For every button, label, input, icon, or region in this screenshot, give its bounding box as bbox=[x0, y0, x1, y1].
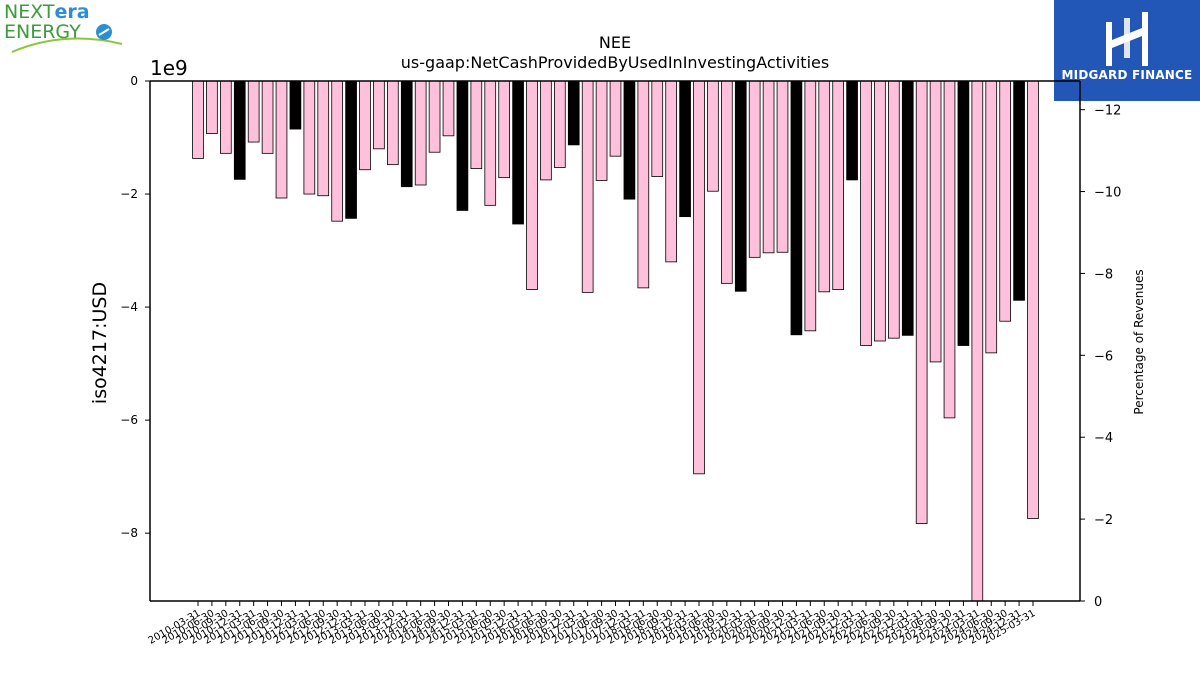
bar bbox=[874, 80, 886, 342]
bar bbox=[734, 80, 747, 292]
bar bbox=[693, 80, 705, 475]
bars-group bbox=[192, 80, 1039, 602]
y-tick-label: −8 bbox=[120, 526, 138, 540]
bar bbox=[373, 80, 385, 150]
bar bbox=[540, 80, 552, 181]
bar bbox=[888, 80, 900, 339]
bar bbox=[623, 80, 636, 200]
y2-tick-label: −4 bbox=[1094, 431, 1113, 446]
bar bbox=[581, 80, 594, 293]
y2-tick-label: −2 bbox=[1094, 513, 1113, 528]
logo-swoosh-icon bbox=[11, 24, 123, 53]
midgard-finance-logo: MIDGARD FINANCE bbox=[1054, 0, 1200, 101]
y-tick-label: −4 bbox=[120, 300, 138, 314]
bar bbox=[359, 80, 371, 171]
y2-tick-label: −10 bbox=[1094, 186, 1121, 201]
bar bbox=[289, 80, 302, 130]
chart-subtitle: us-gaap:NetCashProvidedByUsedInInvesting… bbox=[401, 53, 829, 72]
bar bbox=[999, 80, 1011, 322]
axes-group: 0−2−4−6−8−12−10−8−6−4−202010-03-312010-0… bbox=[120, 74, 1121, 647]
bar bbox=[748, 80, 761, 258]
y2-tick-label: −12 bbox=[1094, 104, 1121, 119]
bar bbox=[400, 80, 413, 188]
y-axis-label: iso4217:USD bbox=[89, 282, 111, 404]
y-tick-label: 0 bbox=[130, 74, 138, 88]
bar bbox=[414, 80, 427, 186]
y-tick-label: −6 bbox=[120, 413, 138, 427]
y-offset-text: 1e9 bbox=[150, 56, 188, 80]
bar bbox=[526, 80, 538, 290]
bar bbox=[651, 80, 664, 177]
y2-tick-label: −6 bbox=[1094, 349, 1113, 364]
bar bbox=[428, 80, 441, 153]
y2-tick-label: 0 bbox=[1094, 595, 1102, 610]
chart-title: NEE bbox=[599, 33, 631, 52]
bar bbox=[985, 80, 998, 354]
bar bbox=[860, 80, 872, 346]
bar bbox=[484, 80, 497, 206]
logo-part-next: NEXT bbox=[4, 1, 55, 23]
bar bbox=[846, 80, 858, 181]
bar bbox=[247, 80, 260, 143]
bar bbox=[1013, 80, 1025, 301]
y2-axis-label: Percentage of Revenues bbox=[1132, 269, 1146, 414]
bar bbox=[818, 80, 831, 293]
bar bbox=[470, 80, 483, 170]
bar bbox=[804, 80, 817, 332]
logo-line-2: ENERGY bbox=[4, 21, 81, 43]
bar bbox=[567, 80, 580, 146]
bar bbox=[679, 80, 691, 218]
bar bbox=[206, 80, 218, 134]
bar bbox=[317, 80, 330, 197]
bar bbox=[901, 80, 914, 336]
bar bbox=[345, 80, 357, 219]
bar bbox=[957, 80, 970, 346]
bar bbox=[456, 80, 469, 211]
bar bbox=[261, 80, 274, 154]
bar bbox=[595, 80, 608, 181]
bar bbox=[721, 80, 733, 284]
bar bbox=[637, 80, 650, 289]
bar bbox=[303, 80, 316, 195]
bar bbox=[498, 80, 510, 179]
bar bbox=[762, 80, 775, 254]
bar bbox=[387, 80, 399, 166]
bar bbox=[331, 80, 343, 222]
bar bbox=[512, 80, 524, 225]
bar bbox=[943, 80, 956, 419]
y2-tick-label: −8 bbox=[1094, 267, 1113, 282]
bar bbox=[707, 80, 719, 192]
bar bbox=[971, 80, 984, 602]
bar bbox=[665, 80, 677, 263]
bar bbox=[442, 80, 455, 137]
bar bbox=[832, 80, 844, 290]
bar bbox=[1027, 80, 1039, 519]
bar bbox=[220, 80, 232, 154]
bar bbox=[192, 80, 204, 159]
bar bbox=[915, 80, 928, 524]
bar bbox=[609, 80, 622, 157]
bar bbox=[929, 80, 942, 363]
midgard-emblem-icon bbox=[1106, 12, 1148, 66]
bar bbox=[776, 80, 789, 253]
midgard-finance-text: MIDGARD FINANCE bbox=[1061, 68, 1193, 82]
bar bbox=[233, 80, 246, 180]
bar bbox=[790, 80, 803, 336]
nextera-energy-logo: NEXTera ENERGY bbox=[4, 2, 134, 60]
y-tick-label: −2 bbox=[120, 187, 138, 201]
bar bbox=[554, 80, 566, 168]
logo-part-era: era bbox=[54, 1, 90, 23]
bar bbox=[275, 80, 288, 199]
logo-line-1: NEXTera bbox=[4, 2, 90, 22]
